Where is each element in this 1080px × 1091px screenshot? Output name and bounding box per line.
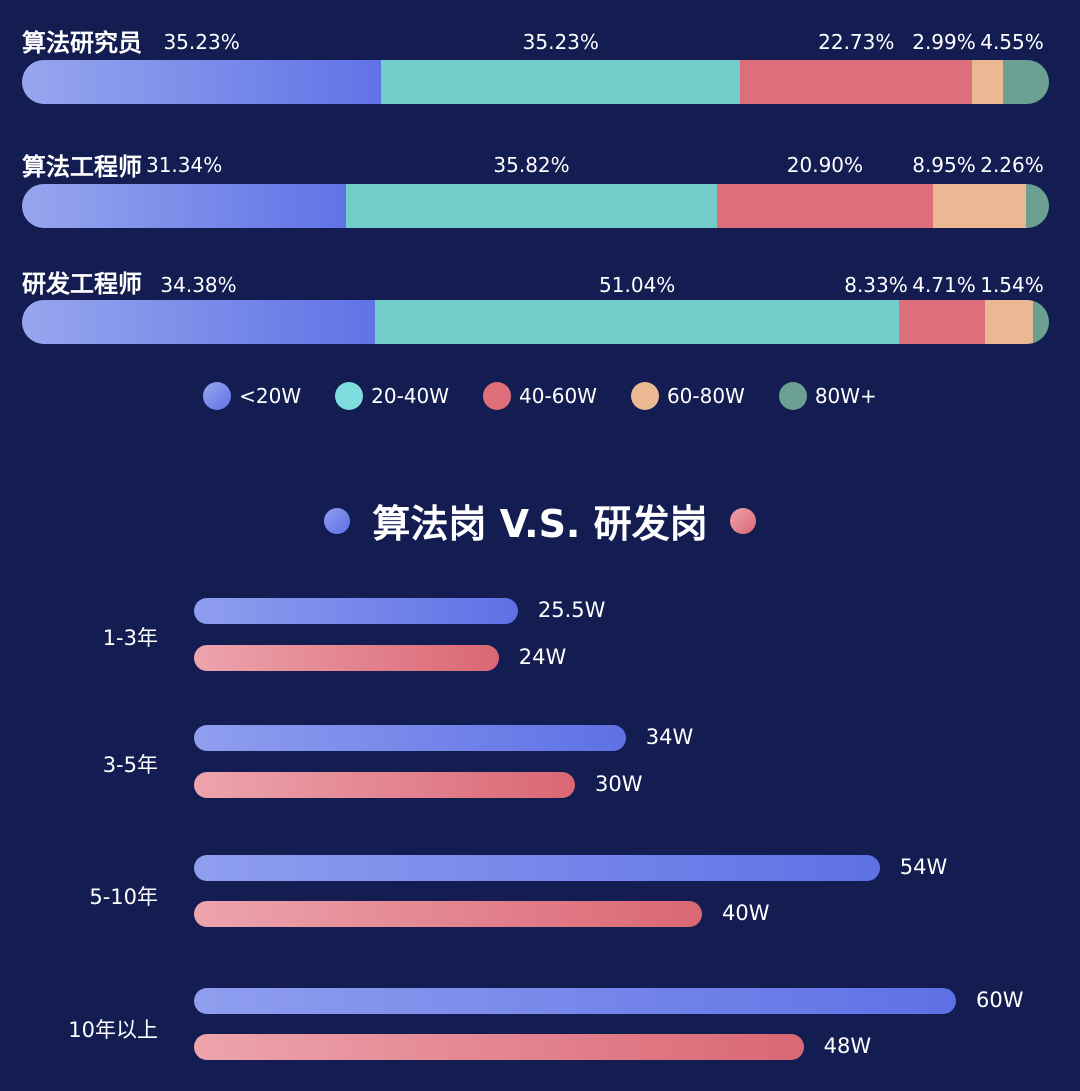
- algo-bar: [194, 988, 956, 1014]
- segment-percent-label: 22.73%: [818, 30, 895, 54]
- dev-value-label: 48W: [823, 1034, 872, 1058]
- legend-label: 20-40W: [371, 384, 450, 408]
- row-label: 算法研究员: [22, 29, 142, 57]
- stacked-bar: [22, 184, 1049, 228]
- algo-value-label: 60W: [976, 988, 1024, 1012]
- group-label: 10年以上: [68, 1018, 158, 1042]
- segment-percent-label: 4.55%: [980, 30, 1044, 54]
- dev-bar: [194, 901, 702, 927]
- algo-dot-icon: [324, 507, 351, 534]
- bar-segment: [381, 60, 741, 104]
- legend-item: 40-60W: [483, 382, 597, 410]
- algo-value-label: 34W: [645, 725, 694, 749]
- legend-swatch: [778, 382, 807, 410]
- segment-percent-label: 8.95%: [912, 153, 976, 177]
- bar-segment: [933, 184, 1026, 228]
- dev-bar: [194, 1034, 804, 1060]
- bar-segment: [1002, 60, 1049, 104]
- algo-bar: [194, 855, 880, 881]
- dev-dot-icon: [729, 507, 756, 534]
- row-label: 算法工程师: [22, 153, 142, 181]
- segment-percent-label: 35.82%: [493, 153, 570, 177]
- stacked-bar: [22, 300, 1049, 344]
- legend-label: <20W: [239, 384, 302, 408]
- legend-item: <20W: [203, 382, 301, 410]
- legend-swatch: [335, 382, 364, 410]
- segment-percent-label: 2.99%: [912, 30, 976, 54]
- segment-percent-label: 2.26%: [980, 153, 1044, 177]
- dev-value-label: 40W: [722, 901, 770, 925]
- dev-value-label: 30W: [595, 772, 643, 796]
- segment-percent-label: 34.38%: [160, 273, 237, 297]
- bar-segment: [22, 184, 347, 228]
- bar-segment: [899, 300, 985, 344]
- algo-value-label: 54W: [899, 855, 948, 879]
- segment-percent-label: 35.23%: [522, 30, 599, 54]
- chart-legend: <20W 20-40W 40-60W 60-80W 80W+: [0, 382, 1080, 410]
- segment-percent-label: 31.34%: [145, 153, 223, 177]
- bar-segment: [22, 300, 376, 344]
- bar-segment: [375, 300, 900, 344]
- bar-segment: [716, 184, 933, 228]
- segment-percent-label: 20.90%: [786, 153, 864, 177]
- bar-segment: [1033, 300, 1049, 344]
- bar-segment: [972, 60, 1003, 104]
- segment-percent-label: 51.04%: [599, 273, 676, 297]
- legend-label: 60-80W: [666, 384, 745, 408]
- algo-bar: [194, 598, 518, 624]
- legend-label: 80W+: [814, 384, 877, 408]
- group-label: 3-5年: [102, 753, 158, 777]
- dev-bar: [194, 772, 575, 798]
- stacked-bar: [22, 60, 1049, 104]
- bar-segment: [984, 300, 1034, 344]
- segment-percent-label: 1.54%: [980, 273, 1044, 297]
- bar-segment: [346, 184, 717, 228]
- legend-swatch: [203, 382, 232, 410]
- legend-swatch: [483, 382, 512, 410]
- bar-segment: [1025, 184, 1049, 228]
- dev-value-label: 24W: [518, 645, 567, 669]
- row-label: 研发工程师: [22, 270, 142, 298]
- legend-item: 20-40W: [335, 382, 449, 410]
- group-label: 5-10年: [89, 885, 158, 909]
- legend-item: 80W+: [778, 382, 877, 410]
- legend-swatch: [630, 382, 659, 410]
- comparison-title: 算法岗 V.S. 研发岗: [0, 493, 1080, 548]
- legend-item: 60-80W: [630, 382, 745, 410]
- group-label: 1-3年: [102, 626, 158, 650]
- algo-bar: [194, 725, 626, 751]
- bar-segment: [740, 60, 973, 104]
- algo-value-label: 25.5W: [537, 598, 606, 622]
- segment-percent-label: 35.23%: [163, 30, 240, 54]
- bar-segment: [22, 60, 382, 104]
- segment-percent-label: 8.33%: [844, 273, 908, 297]
- dev-bar: [194, 645, 499, 671]
- legend-label: 40-60W: [519, 384, 597, 408]
- comparison-title-text: 算法岗 V.S. 研发岗: [372, 502, 708, 546]
- segment-percent-label: 4.71%: [912, 273, 976, 297]
